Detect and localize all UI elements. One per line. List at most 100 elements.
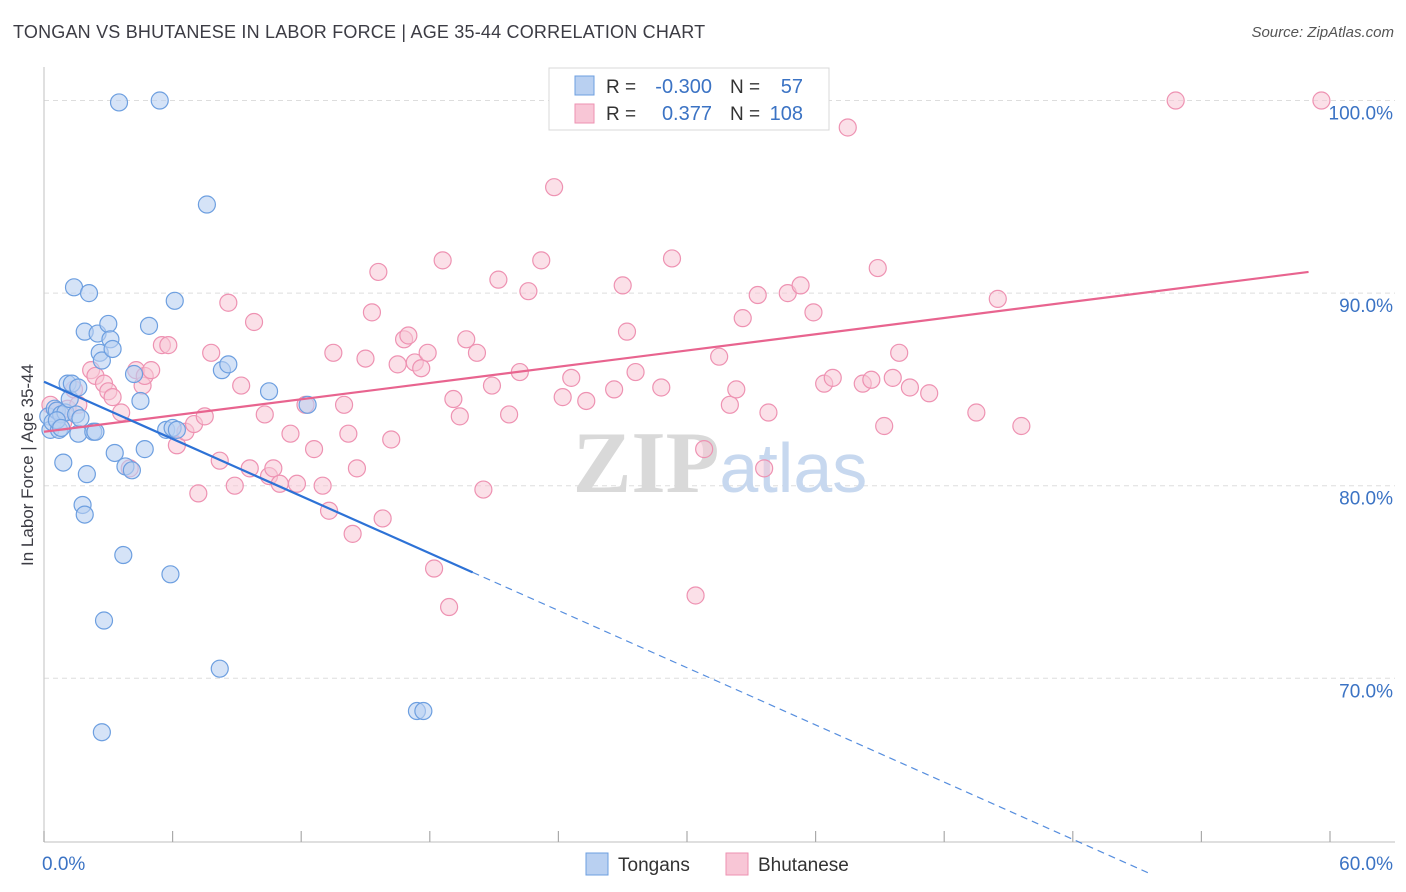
bhutanese-point: [369, 262, 388, 282]
bhutanese-points: [41, 91, 1331, 617]
bhutanese-point: [281, 424, 300, 443]
tongans-point: [92, 351, 111, 370]
bhutanese-point: [450, 407, 469, 426]
x-tick-label: 0.0%: [42, 854, 85, 875]
bhutanese-point: [988, 289, 1007, 308]
tongans-point: [79, 284, 99, 303]
tongans-point: [105, 443, 124, 463]
correlation-legend: R = -0.300 N = 57 R = 0.377 N = 108: [548, 67, 830, 131]
bottom-legend-label-bhutanese[interactable]: Bhutanese: [758, 855, 849, 876]
tongans-point: [114, 545, 133, 565]
watermark-zip: ZIP: [573, 415, 720, 512]
bhutanese-point: [304, 440, 324, 459]
bhutanese-point: [225, 476, 244, 495]
chart-source: Source: ZipAtlas.com: [1251, 24, 1394, 41]
bhutanese-point: [343, 524, 362, 543]
bhutanese-point: [382, 430, 401, 449]
bhutanese-point: [324, 343, 343, 362]
bhutanese-point: [562, 368, 581, 387]
tongans-point: [71, 409, 90, 428]
tongans-point: [77, 465, 96, 484]
tongans-point: [54, 453, 73, 472]
tongans-point: [94, 611, 114, 630]
tongans-point: [165, 291, 184, 310]
bhutanese-point: [890, 343, 909, 362]
bhutanese-point: [334, 395, 354, 414]
bhutanese-point: [626, 362, 645, 382]
bhutanese-point: [482, 376, 502, 395]
tongans-point: [210, 659, 229, 678]
bottom-legend-swatch-bhutanese[interactable]: [725, 852, 749, 876]
bhutanese-point: [868, 258, 887, 278]
bhutanese-point: [255, 405, 274, 424]
bhutanese-point: [967, 403, 986, 422]
bhutanese-point: [883, 368, 902, 387]
x-tick-label: 60.0%: [1339, 854, 1393, 875]
bhutanese-point: [720, 395, 739, 414]
bhutanese-point: [920, 384, 939, 403]
bhutanese-point: [545, 178, 564, 197]
tongans-point: [131, 391, 150, 411]
bhutanese-point: [727, 380, 746, 399]
tongans-point: [167, 420, 186, 439]
bhutanese-point: [823, 368, 842, 387]
bhutanese-point: [388, 355, 407, 374]
bhutanese-point: [189, 484, 208, 503]
tongans-point: [92, 723, 111, 742]
bhutanese-point: [412, 359, 431, 378]
tongans-point: [414, 701, 433, 721]
legend-r-label-bhutanese: R =: [606, 104, 636, 125]
tongans-point: [139, 316, 159, 335]
legend-r-value-bhutanese: 0.377: [662, 103, 712, 125]
bhutanese-point: [500, 405, 519, 424]
bhutanese-point: [662, 249, 682, 268]
series-legend: Tongans Bhutanese: [585, 852, 849, 876]
bhutanese-point: [362, 303, 382, 322]
legend-r-label-tongans: R =: [606, 77, 636, 98]
bhutanese-point: [613, 276, 632, 295]
bhutanese-point: [347, 459, 367, 478]
tongans-point: [109, 93, 129, 112]
bhutanese-point: [1012, 416, 1031, 436]
bhutanese-point: [804, 303, 823, 322]
legend-n-value-bhutanese: 108: [770, 103, 803, 125]
bhutanese-point: [439, 597, 459, 617]
bhutanese-point: [399, 326, 418, 345]
bhutanese-point: [474, 480, 493, 499]
bhutanese-trend-line: [43, 270, 1309, 433]
chart-title: TONGAN VS BHUTANESE IN LABOR FORCE | AGE…: [13, 22, 706, 42]
bhutanese-point: [489, 270, 508, 289]
y-tick-label: 100.0%: [1329, 104, 1394, 125]
tongans-point: [219, 355, 238, 374]
tongans-point: [161, 565, 180, 584]
trend-lines: [43, 270, 1309, 874]
bhutanese-point: [519, 282, 538, 301]
bhutanese-point: [1166, 91, 1185, 110]
tongans-points: [39, 91, 433, 742]
watermark-atlas: atlas: [719, 429, 867, 507]
bhutanese-point: [748, 285, 767, 305]
tongans-point: [150, 91, 169, 110]
bhutanese-point: [264, 459, 283, 478]
bhutanese-point: [244, 312, 264, 332]
bhutanese-point: [900, 378, 920, 397]
bhutanese-point: [652, 378, 671, 397]
tongans-point: [135, 440, 154, 459]
bottom-legend-swatch-tongans[interactable]: [585, 852, 609, 876]
bhutanese-point: [103, 388, 122, 407]
y-tick-label: 90.0%: [1339, 296, 1393, 317]
bottom-legend-label-tongans[interactable]: Tongans: [618, 855, 690, 876]
bhutanese-point: [457, 330, 476, 349]
bhutanese-point: [356, 349, 375, 368]
tongans-point: [124, 364, 144, 384]
y-axis-label: In Labor Force | Age 35-44: [18, 364, 37, 566]
bhutanese-point: [759, 403, 778, 422]
bhutanese-point: [339, 424, 358, 443]
bhutanese-point: [159, 336, 178, 355]
bhutanese-point: [553, 388, 572, 407]
bhutanese-point: [532, 251, 551, 270]
tongans-point: [86, 422, 105, 441]
tongans-trend-extrapolation: [472, 571, 1149, 874]
watermark: ZIPatlas: [573, 415, 868, 512]
